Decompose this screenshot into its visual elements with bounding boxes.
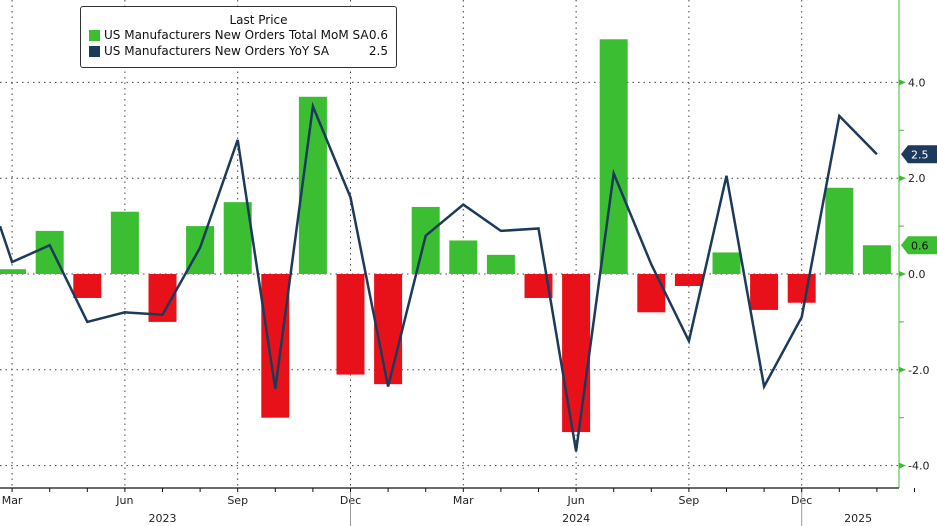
bar (261, 274, 290, 418)
year-label: 2024 (562, 512, 590, 525)
ytick-label: -2.0 (908, 364, 929, 377)
bar (486, 254, 515, 274)
bar (862, 245, 891, 274)
bar (674, 274, 703, 286)
legend-swatch (89, 29, 100, 41)
legend-item-yoy: US Manufacturers New Orders YoY SA 2.5 (81, 43, 396, 59)
bar (712, 252, 741, 274)
bar (374, 274, 403, 385)
bar (637, 274, 666, 313)
bar (0, 269, 27, 274)
ytick-marker (899, 462, 906, 469)
bar (110, 211, 139, 274)
ytick-marker (899, 79, 906, 86)
bar (825, 187, 854, 274)
legend: Last Price US Manufacturers New Orders T… (80, 6, 397, 68)
year-label: 2023 (149, 512, 177, 525)
legend-swatch (89, 45, 100, 57)
legend-label: US Manufacturers New Orders Total MoM SA (104, 28, 369, 42)
legend-title: Last Price (229, 13, 288, 27)
line-yoy (0, 101, 878, 452)
xtick-label: Jun (567, 494, 585, 507)
legend-item-mom: US Manufacturers New Orders Total MoM SA… (81, 27, 396, 43)
ytick-label: 2.0 (908, 172, 926, 185)
bar (336, 274, 365, 375)
ytick-label: -4.0 (908, 460, 929, 473)
last-value-tag-yoy-bg (901, 145, 937, 164)
ytick-marker (899, 366, 906, 373)
year-label: 2025 (844, 512, 872, 525)
bar (223, 202, 252, 274)
xtick-label: Jun (115, 494, 133, 507)
xtick-label: Sep (679, 494, 700, 507)
bar (73, 274, 102, 298)
bar (787, 274, 816, 303)
bar (562, 274, 591, 433)
bar (524, 274, 553, 298)
xtick-label: Mar (2, 494, 23, 507)
ytick-marker (899, 175, 906, 182)
legend-value: 2.5 (368, 44, 388, 58)
last-value-tag-yoy: 2.5 (911, 148, 929, 161)
ytick-label: 0.0 (908, 268, 926, 281)
xtick-label: Mar (453, 494, 474, 507)
bar (750, 274, 779, 310)
last-value-tag-mom-bg (901, 236, 937, 255)
bar (449, 240, 478, 274)
ytick-marker (899, 271, 906, 277)
last-value-tag-mom: 0.6 (911, 239, 929, 252)
legend-value: 0.6 (368, 28, 388, 42)
ytick-label: 4.0 (908, 76, 926, 89)
legend-label: US Manufacturers New Orders YoY SA (104, 44, 330, 58)
xtick-label: Sep (227, 494, 248, 507)
